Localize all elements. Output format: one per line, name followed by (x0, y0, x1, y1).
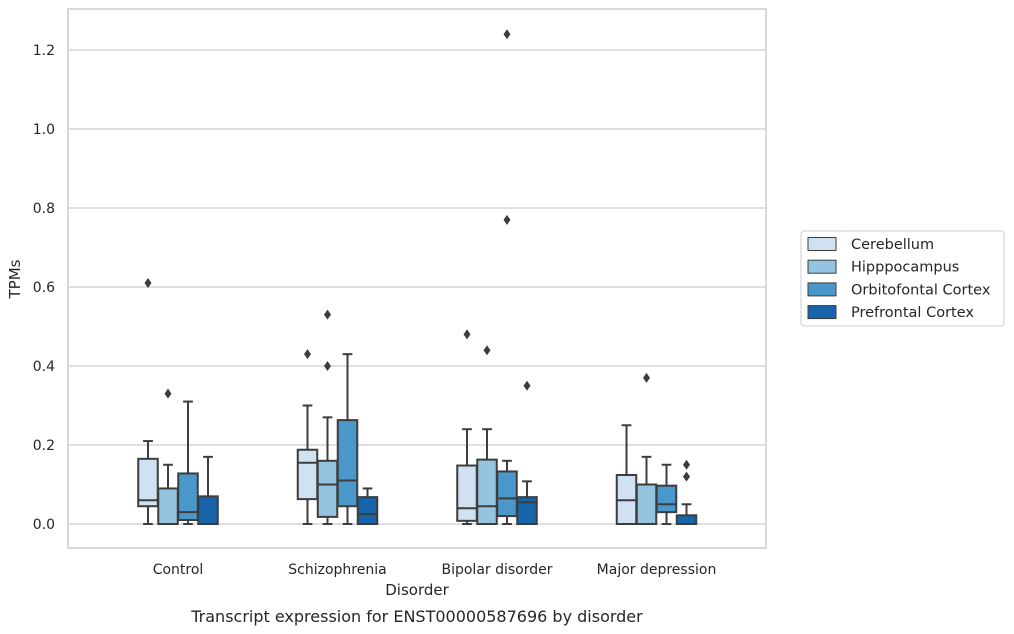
y-tick-label: 0.6 (33, 280, 55, 296)
x-tick-label: Control (153, 562, 204, 578)
box-cerebellum (137, 278, 159, 525)
outlier-point (523, 380, 531, 391)
box-orbitofontal-cortex (177, 400, 199, 525)
box-orbitofontal-cortex (496, 29, 518, 525)
y-tick-label: 1.2 (33, 43, 55, 59)
outlier-point (643, 372, 650, 383)
chart-caption: Transcript expression for ENST0000058769… (190, 607, 643, 626)
outlier-point (304, 349, 311, 360)
box-hipppocampus (157, 388, 179, 526)
legend-swatch (807, 237, 837, 251)
legend-frame (800, 230, 1005, 327)
box-groups (137, 29, 698, 526)
outlier-point (463, 329, 471, 340)
box-prefrontal-cortex (197, 455, 219, 526)
legend: Cerebellum Hipppocampus Orbitofontal Corte… (800, 230, 1005, 327)
box-hipppocampus (476, 345, 498, 525)
y-tick-label: 0.8 (33, 201, 55, 217)
box-cerebellum (296, 349, 319, 525)
box-iqr (157, 487, 179, 526)
box-prefrontal-cortex (516, 380, 538, 526)
x-tick-label: Schizophrenia (288, 562, 386, 578)
outlier-point (503, 29, 511, 40)
y-axis-label: TPMs (6, 259, 24, 299)
box-iqr (496, 470, 518, 518)
box-hipppocampus (635, 372, 658, 525)
box-hipppocampus (316, 309, 339, 525)
box-orbitofontal-cortex (655, 463, 678, 525)
box-iqr (356, 496, 379, 526)
box-iqr (655, 484, 678, 514)
outlier-point (324, 309, 331, 320)
legend-label: Orbitofontal Cortex (851, 282, 991, 298)
box-iqr (635, 483, 658, 525)
box-cerebellum (456, 329, 478, 525)
box-iqr (316, 459, 339, 518)
box-iqr (137, 457, 159, 508)
legend-label: Hipppocampus (851, 260, 959, 276)
plot-area-frame (67, 8, 767, 549)
x-axis-ticks: Control Schizophrenia Bipolar disorder Majo… (153, 562, 717, 578)
gridlines (68, 49, 766, 525)
outlier-point (324, 361, 331, 371)
outlier-point (483, 345, 491, 356)
x-axis-label: Disorder (385, 581, 449, 599)
y-tick-label: 1.0 (33, 122, 55, 138)
y-tick-label: 0.0 (33, 517, 55, 533)
y-tick-label: 0.2 (33, 438, 55, 454)
legend-swatch (807, 305, 837, 320)
box-iqr (516, 496, 538, 526)
legend-label: Cerebellum (851, 237, 934, 253)
box-iqr (456, 464, 478, 522)
legend-label: Prefrontal Cortex (851, 305, 974, 321)
outlier-point (144, 278, 152, 289)
box-orbitofontal-cortex (336, 353, 359, 525)
outlier-point (683, 459, 690, 470)
legend-swatch (807, 259, 837, 274)
box-prefrontal-cortex (675, 459, 698, 525)
box-prefrontal-cortex (356, 487, 379, 526)
box-iqr (476, 458, 498, 525)
outlier-point (683, 471, 690, 482)
y-axis-ticks: 0.0 0.2 0.4 0.6 0.8 1.0 1.2 (33, 43, 55, 533)
y-tick-label: 0.4 (33, 359, 55, 375)
box-iqr (296, 448, 319, 501)
outlier-point (503, 214, 511, 225)
box-cerebellum (615, 424, 638, 525)
x-tick-label: Bipolar disorder (441, 562, 552, 578)
x-tick-label: Major depression (597, 562, 717, 578)
box-iqr (197, 495, 219, 526)
outlier-point (164, 388, 172, 399)
legend-swatch (807, 282, 837, 297)
box-iqr (336, 419, 359, 508)
box-iqr (675, 514, 698, 525)
